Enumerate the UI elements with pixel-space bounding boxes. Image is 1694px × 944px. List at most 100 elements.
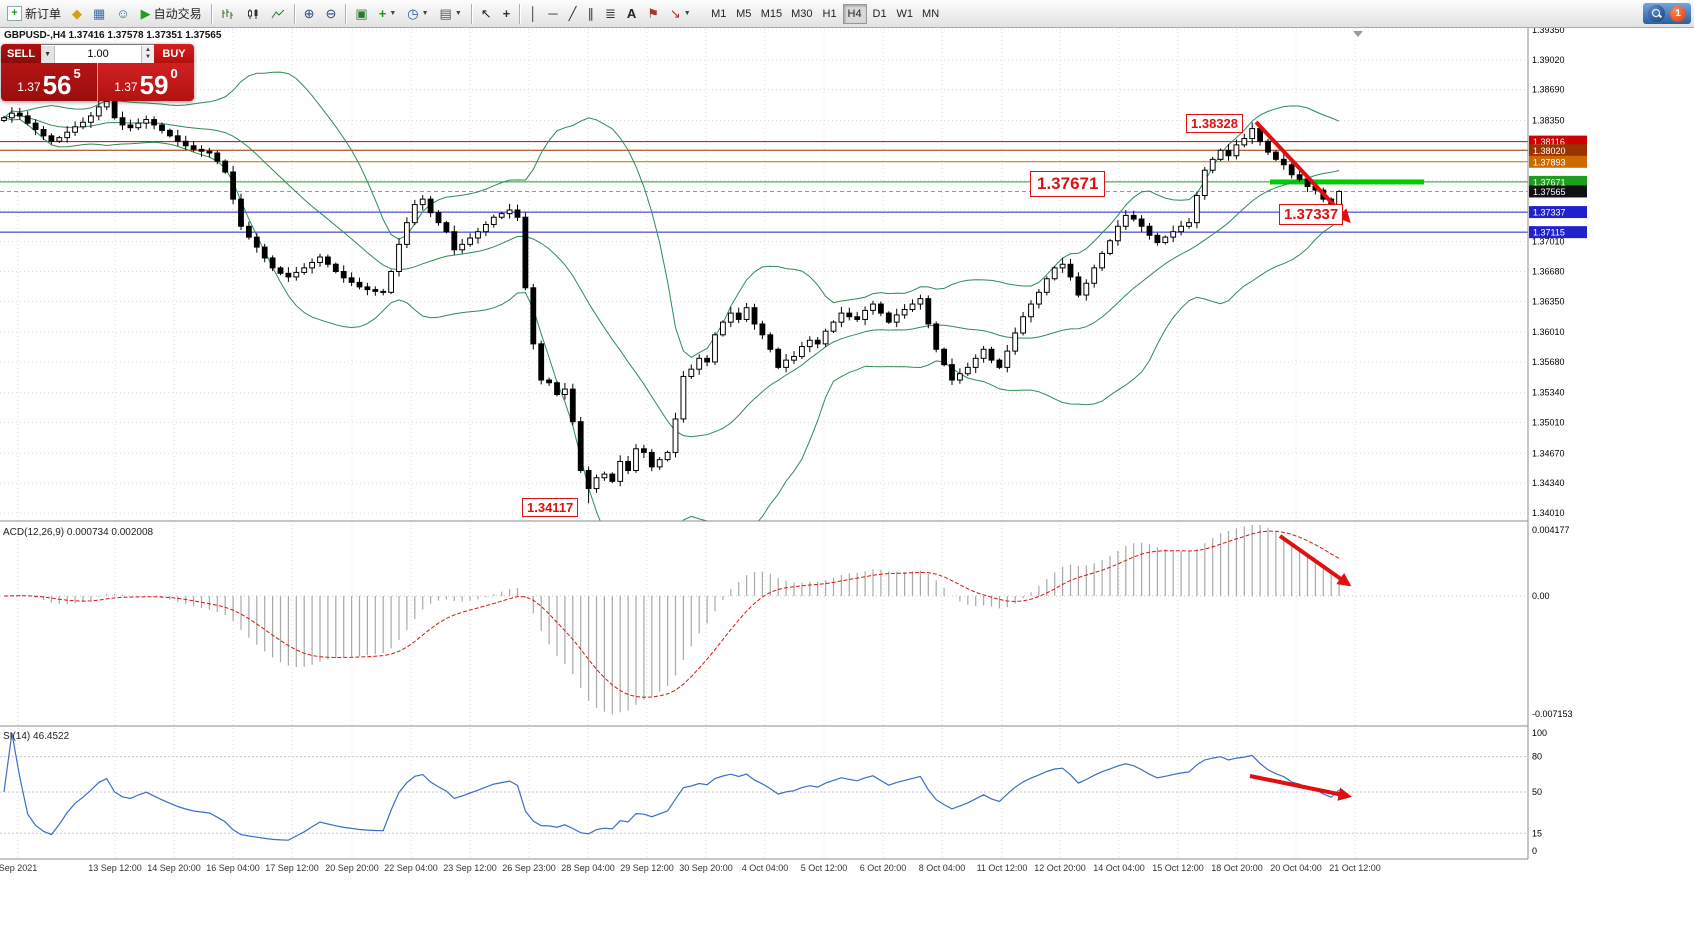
stepper-up-icon[interactable]: ▲ [145,47,151,53]
vertical-line-button[interactable]: │ [524,3,542,25]
timeframe-button-m1[interactable]: M1 [707,4,731,24]
time-axis-label: 26 Sep 23:00 [502,863,556,873]
time-axis-label: 21 Oct 12:00 [1329,863,1381,873]
price-tag [1529,206,1587,219]
time-axis-label: 12 Oct 20:00 [1034,863,1086,873]
time-axis-label: 18 Oct 20:00 [1211,863,1263,873]
channel-button[interactable]: ∥ [582,3,599,25]
price-chart[interactable]: 1.393501.390201.386901.383501.380201.370… [0,28,1694,944]
dropdown-arrow-icon: ▼ [389,10,397,17]
tile-windows-button[interactable]: ▣ [350,3,372,25]
time-axis-label: Sep 2021 [0,863,37,873]
rsi-line [3,732,1340,841]
text-button[interactable]: A [622,3,641,25]
timeframe-button-mn[interactable]: MN [918,4,943,24]
zoom-out-icon: ⊖ [325,6,337,21]
toolbar-right-panel: 1 [1643,3,1691,24]
candles-layer [1,92,1342,504]
chart-background [0,28,1694,944]
axis-label: 1.39350 [1532,28,1565,35]
dropdown-arrow-icon: ▼ [683,10,691,17]
price-annotation: 1.37671 [1030,171,1106,197]
trend-arrow[interactable] [1249,774,1352,801]
period-button[interactable]: ◷ ▼ [402,3,433,25]
axis-label: 1.38350 [1532,115,1565,125]
search-icon[interactable] [1648,5,1665,22]
price-annotation: 1.38328 [1186,114,1243,133]
template-icon: ▤ [439,6,452,21]
new-order-icon: + [7,6,22,21]
timeframe-button-h4[interactable]: H4 [842,3,867,24]
volume-dropdown-icon[interactable]: ▼ [41,45,56,63]
candlestick-chart-button[interactable] [241,3,265,25]
notification-badge[interactable]: 1 [1670,5,1686,22]
timeframe-button-m30[interactable]: M30 [787,4,816,24]
tile-windows-icon: ▣ [355,6,368,21]
axis-label: 0.00 [1532,591,1550,601]
autotrading-label: 自动交易 [153,7,202,21]
stepper-down-icon[interactable]: ▼ [145,54,151,60]
horizontal-line-button[interactable]: ─ [543,3,562,25]
new-chart-icon: + [378,6,387,21]
time-axis-label: 20 Oct 04:00 [1270,863,1322,873]
text-label-button[interactable]: ⚑ [642,3,664,25]
autotrading-button[interactable]: ▶ 自动交易 [136,3,207,25]
price-annotation: 1.37337 [1279,204,1344,225]
axis-label: 1.34670 [1532,448,1565,458]
autotrading-icon: ▶ [140,6,151,21]
navigator-button[interactable]: ☺ [111,3,134,25]
time-axis-label: 4 Oct 04:00 [742,863,789,873]
new-order-button[interactable]: + 新订单 [2,3,66,25]
axis-label: 15 [1532,828,1542,838]
horizontal-line-icon: ─ [548,6,558,21]
sell-price-prefix: 1.37 [17,80,41,94]
price-tag [1529,155,1587,168]
zoom-in-button[interactable]: ⊕ [299,3,320,25]
trend-arrow[interactable] [1278,534,1352,587]
navigator-icon: ☺ [116,6,130,21]
one-click-price-row: 1.37 56 5 1.37 59 0 [1,63,194,101]
market-watch-button[interactable]: ◆ [67,3,87,25]
cursor-button[interactable]: ↖ [476,3,497,25]
new-chart-button[interactable]: + ▼ [374,3,402,25]
time-axis-label: 11 Oct 12:00 [977,863,1028,873]
axis-label: 1.36010 [1532,327,1565,337]
axis-label: 1.37893 [1533,157,1566,167]
template-button[interactable]: ▤ ▼ [435,3,467,25]
bar-chart-button[interactable] [216,3,240,25]
volume-stepper[interactable]: ▲ ▼ [141,45,154,63]
arrow-object-icon: ↘ [669,6,681,21]
sell-button[interactable]: SELL [1,44,42,63]
price-tag [1529,226,1587,239]
toolbar-separator [293,3,295,24]
time-axis-label: 22 Sep 04:00 [384,863,438,873]
line-chart-button[interactable] [266,3,290,25]
buy-price-prefix: 1.37 [114,80,138,94]
timeframe-button-h1[interactable]: H1 [818,4,842,24]
timeframe-button-d1[interactable]: D1 [868,4,892,24]
axis-label: 50 [1532,787,1542,797]
timeframe-button-m15[interactable]: M15 [757,4,786,24]
timeframe-button-w1[interactable]: W1 [893,4,918,24]
buy-button[interactable]: BUY [154,44,194,63]
fibonacci-button[interactable]: ≣ [600,3,621,25]
vertical-line-icon: │ [529,6,538,21]
arrows-button[interactable]: ↘ ▼ [665,3,696,25]
timeframe-button-m5[interactable]: M5 [732,4,756,24]
crosshair-button[interactable]: + [498,3,516,25]
axis-label: 1.38116 [1533,137,1565,147]
buy-price-button[interactable]: 1.37 59 0 [97,63,194,101]
trend-arrow[interactable] [1254,120,1351,223]
trendline-button[interactable]: ╱ [564,3,582,25]
sell-price-button[interactable]: 1.37 56 5 [1,63,97,101]
axis-label: 1.38690 [1532,85,1565,95]
zoom-out-button[interactable]: ⊖ [321,3,342,25]
sell-price-sup: 5 [73,66,81,81]
chart-shift-marker[interactable] [1353,31,1363,37]
price-tag [1529,144,1587,157]
volume-input[interactable] [55,45,141,63]
axis-label: 1.35010 [1532,418,1565,428]
trend-segment[interactable] [1270,179,1424,185]
data-window-button[interactable]: ▦ [88,3,110,25]
